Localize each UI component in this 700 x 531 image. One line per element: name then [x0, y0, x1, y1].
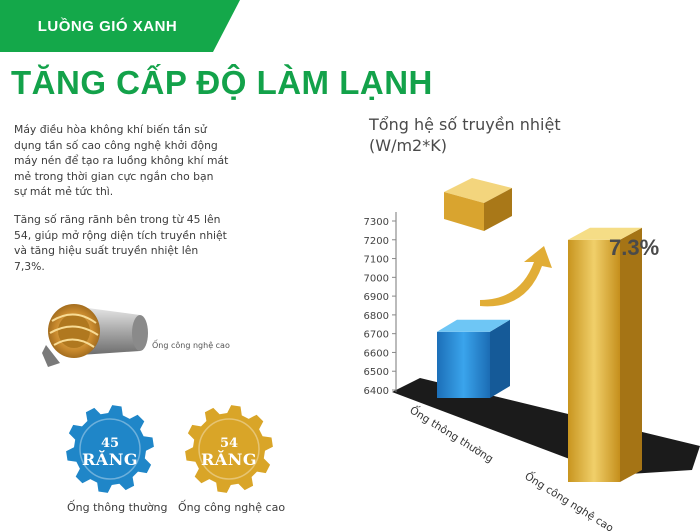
percent-annotation: 7.3% — [609, 235, 659, 260]
y-tick-label: 7100 — [364, 255, 389, 266]
y-tick-label: 6400 — [364, 386, 389, 397]
gear-caption-hightech: Ống công nghệ cao — [178, 501, 286, 514]
teeth-paragraph: Tăng số răng rãnh bên trong từ 45 lên 54… — [14, 213, 227, 273]
gear-icon — [185, 405, 273, 493]
banner-label: LUỒNG GIÓ XANH — [37, 17, 178, 35]
gold-cube-illustration — [444, 178, 512, 231]
bar-top — [437, 319, 510, 332]
bar-front — [437, 331, 490, 398]
bar-top — [568, 227, 642, 240]
copper-pipe-illustration — [40, 293, 152, 377]
gear-badge-45: 45 RĂNG — [64, 403, 156, 495]
bar-side — [620, 227, 642, 482]
gear-icon — [66, 405, 154, 493]
y-tick-label: 6900 — [364, 292, 389, 303]
y-tick-label: 7200 — [364, 236, 389, 247]
cube-top — [444, 178, 512, 203]
gear-number: 45 — [100, 436, 120, 451]
y-tick-label: 7300 — [364, 217, 389, 228]
y-tick-label: 6800 — [364, 311, 389, 322]
chart-title: Tổng hệ số truyền nhiệt (W/m2*K) — [369, 114, 561, 156]
pipe-caption: Ống công nghệ cao — [152, 341, 230, 350]
growth-arrow-icon — [480, 246, 552, 307]
y-tick-label: 6600 — [364, 348, 389, 359]
bar-side — [490, 319, 510, 398]
banner-shape — [0, 0, 240, 52]
y-tick-label: 6700 — [364, 330, 389, 341]
cube-side — [484, 188, 512, 231]
page-headline: TĂNG CẤP ĐỘ LÀM LẠNH — [11, 64, 433, 101]
gear-hub — [79, 418, 141, 480]
chart-title-line1: Tổng hệ số truyền nhiệt — [369, 115, 561, 134]
y-tick-label: 7000 — [364, 273, 389, 284]
chart-title-line2: (W/m2*K) — [369, 136, 447, 155]
bar-front — [568, 239, 620, 482]
gear-badge-54: 54 RĂNG — [183, 403, 275, 495]
gear-word: RĂNG — [82, 450, 138, 469]
gear-caption-regular: Ống thông thường — [67, 501, 168, 514]
gear-hub — [198, 418, 260, 480]
intro-paragraph: Máy điều hòa không khí biến tần sử dụng … — [14, 123, 229, 198]
gear-word: RĂNG — [201, 450, 257, 469]
cube-front — [444, 192, 484, 231]
gear-number: 54 — [219, 436, 239, 451]
y-tick-label: 6500 — [364, 367, 389, 378]
section-banner: LUỒNG GIÓ XANH — [0, 0, 240, 52]
